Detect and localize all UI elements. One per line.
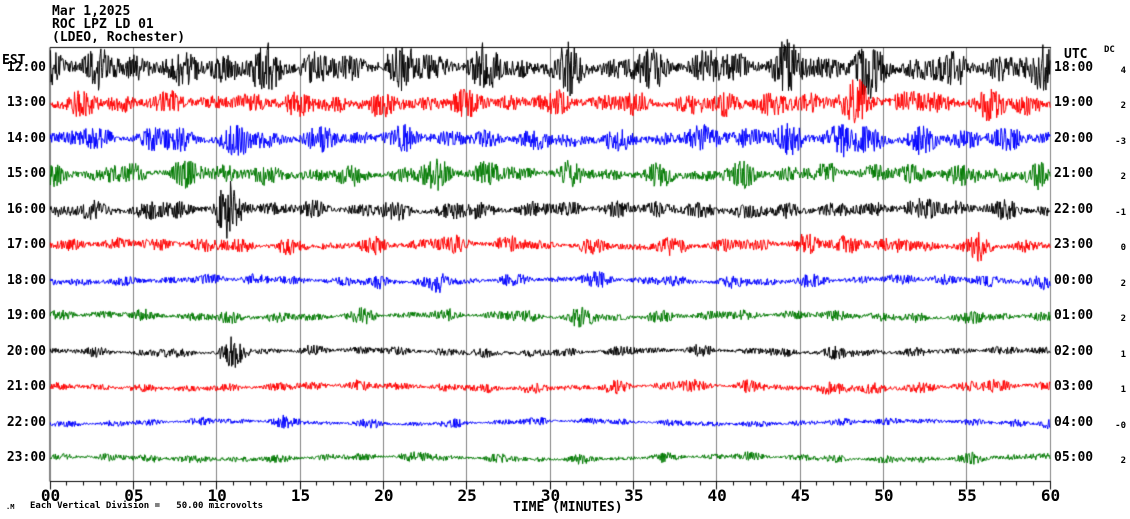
utc-time-label: 00:00 — [1054, 272, 1094, 288]
x-axis-tick-label: 20 — [374, 486, 394, 505]
x-axis-tick-label: 60 — [1040, 486, 1061, 505]
watermark-logo: .M — [6, 503, 15, 511]
dc-offset-value: 2 — [1120, 278, 1126, 289]
x-axis-tick-label: 45 — [790, 486, 811, 505]
utc-time-label: 01:00 — [1054, 308, 1094, 324]
heliplot-title-location: (LDEO, Rochester) — [52, 30, 186, 45]
utc-time-label: 03:00 — [1054, 379, 1094, 395]
utc-time-label: 18:00 — [1054, 60, 1094, 75]
utc-time-label: 19:00 — [1054, 95, 1094, 111]
est-time-label: 14:00 — [6, 130, 46, 146]
est-time-label: 21:00 — [6, 379, 46, 395]
est-time-label: 13:00 — [6, 95, 46, 111]
utc-time-label: 21:00 — [1054, 166, 1094, 182]
est-time-label: 16:00 — [6, 201, 46, 217]
dc-offset-value: -0 — [1115, 420, 1126, 431]
x-axis-tick-label: 40 — [707, 486, 727, 505]
x-axis-tick-label: 35 — [624, 486, 644, 505]
x-axis-tick-label: 15 — [290, 486, 311, 505]
x-axis-tick-label: 50 — [874, 486, 894, 505]
est-time-label: 18:00 — [6, 272, 46, 288]
dc-offset-value: -3 — [1115, 136, 1126, 147]
dc-offset-value: -1 — [1115, 207, 1126, 218]
utc-time-label: 23:00 — [1054, 237, 1094, 253]
utc-time-label: 02:00 — [1054, 343, 1094, 359]
scale-note: Each Vertical Division = 50.00 microvolt… — [30, 501, 263, 511]
x-axis-tick-label: 25 — [457, 486, 477, 505]
dc-offset-value: 2 — [1120, 101, 1126, 112]
utc-time-label: 20:00 — [1054, 130, 1094, 146]
dc-offset-value: 2 — [1120, 455, 1126, 466]
dc-offset-value: 4 — [1120, 66, 1126, 76]
dc-offset-value: 2 — [1120, 314, 1126, 325]
x-axis-tick-label: 55 — [957, 486, 977, 505]
x-axis-title: TIME (MINUTES) — [513, 500, 623, 515]
est-time-label: 22:00 — [6, 414, 46, 430]
dc-offset-value: 1 — [1120, 385, 1126, 396]
est-time-label: 12:00 — [6, 60, 46, 75]
utc-time-label: 05:00 — [1054, 449, 1094, 465]
est-time-label: 17:00 — [6, 237, 46, 253]
utc-time-label: 04:00 — [1054, 414, 1094, 430]
dc-column-header: DC — [1104, 45, 1115, 55]
utc-time-label: 22:00 — [1054, 201, 1094, 217]
dc-offset-value: 0 — [1120, 243, 1126, 254]
est-time-label: 15:00 — [6, 166, 46, 182]
est-time-label: 19:00 — [6, 308, 46, 324]
est-time-label: 23:00 — [6, 449, 46, 465]
est-time-label: 20:00 — [6, 343, 46, 359]
dc-offset-value: 2 — [1120, 172, 1126, 183]
dc-offset-value: 1 — [1120, 349, 1126, 360]
